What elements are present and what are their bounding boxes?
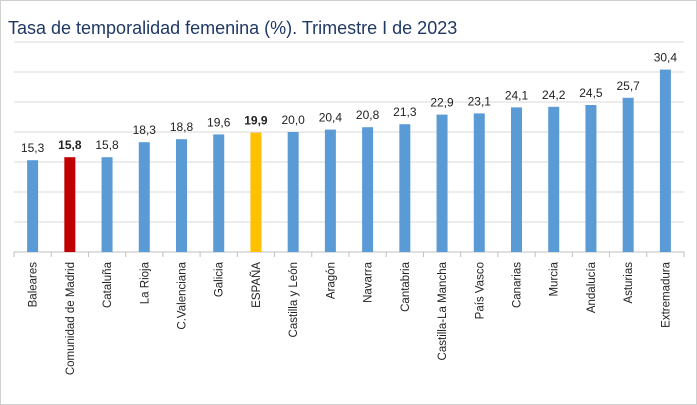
value-label: 21,3 [393,105,417,119]
bar [548,106,560,252]
bar [399,124,411,252]
bar [585,105,597,252]
value-label: 19,9 [244,114,268,128]
bar [324,129,336,252]
x-tick-label: Castilla-La Mancha [437,261,449,360]
value-label: 20,0 [281,113,305,127]
value-label: 18,8 [170,120,194,134]
bar [511,107,522,253]
value-label: 23,1 [468,94,492,108]
x-tick-label: Navarra [363,261,375,303]
x-tick-label: La Rioja [139,261,151,304]
value-label: 15,3 [21,141,45,155]
value-label: 24,5 [579,86,603,100]
value-label: 20,8 [356,108,380,122]
value-label: 15,8 [95,138,119,152]
x-tick-label: Cataluña [102,261,114,308]
x-tick-label: Andalucía [586,261,598,313]
value-label: 30,4 [654,51,678,65]
bar [622,97,634,252]
bar [138,142,150,252]
x-tick-label: Cantabria [400,261,412,311]
x-tick-label: Murcia [549,261,561,296]
value-label: 22,9 [430,96,454,110]
value-label: 19,6 [207,115,231,129]
x-tick-label: Canarias [512,262,524,308]
x-tick-label: C.Valenciana [177,261,189,329]
bar [213,134,225,252]
x-tick-label: Extremadura [660,261,672,327]
bar [436,114,448,252]
bar [287,132,299,252]
x-tick-label: Asturias [623,262,635,304]
bar [101,157,113,252]
value-label: 24,1 [505,88,529,102]
bar [176,139,187,252]
x-tick-label: Galicia [214,261,226,297]
x-tick-label: ESPAÑA [250,262,263,308]
x-tick-label: Baleares [28,262,40,308]
value-label: 15,8 [58,138,82,152]
value-label: 24,2 [542,88,566,102]
x-tick-label: Aragón [325,262,337,299]
value-label: 18,3 [133,123,157,137]
bar [27,160,39,252]
x-tick-label: Comunidad de Madrid [65,262,77,375]
bar [659,69,671,252]
x-tick-label: Castilla y León [288,262,300,337]
bar [250,132,262,252]
value-label: 25,7 [616,79,640,93]
bar [473,113,485,253]
chart-title: Tasa de temporalidad femenina (%). Trime… [8,18,457,38]
bar [64,157,76,252]
x-tick-label: País Vasco [474,262,486,319]
bar [362,127,374,252]
value-label: 20,4 [319,111,343,125]
